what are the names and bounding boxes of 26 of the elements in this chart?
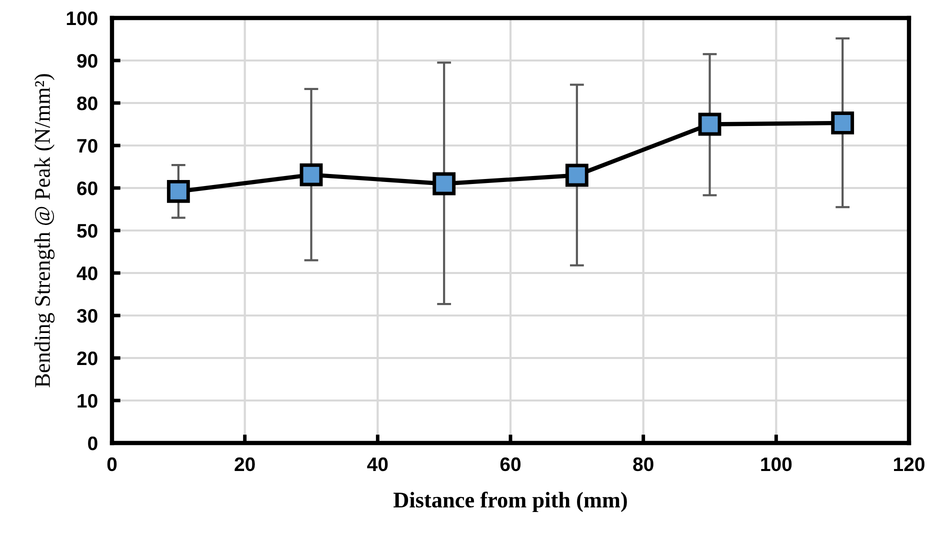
y-tick-label: 100 bbox=[66, 11, 98, 26]
point bbox=[565, 164, 588, 187]
point bbox=[831, 112, 854, 134]
y-tick-label: 10 bbox=[78, 394, 98, 408]
y-tick-label: 0 bbox=[88, 436, 98, 450]
y-tick-label: 30 bbox=[76, 308, 98, 323]
point bbox=[300, 163, 323, 186]
x-tick-label: 80 bbox=[633, 457, 654, 472]
x-tick-label: 60 bbox=[500, 457, 521, 472]
x-tick-label: 20 bbox=[234, 457, 255, 472]
y-tick-label: 80 bbox=[77, 96, 98, 110]
y-tick-label: 60 bbox=[77, 181, 98, 196]
y-tick-label: 90 bbox=[77, 54, 98, 68]
point bbox=[166, 180, 190, 203]
x-axis-title: Distance from pith (mm) bbox=[394, 492, 627, 512]
y-tick-label: 50 bbox=[77, 224, 98, 238]
y-axis-title: Bending Strength @ Peak (N/mm²) bbox=[34, 74, 55, 388]
y-tick-label: 40 bbox=[76, 266, 98, 280]
x-tick-label: 100 bbox=[761, 457, 792, 472]
y-tick-label: 20 bbox=[77, 351, 98, 366]
point bbox=[432, 172, 456, 196]
y-tick-label: 70 bbox=[77, 138, 98, 153]
point bbox=[698, 112, 722, 136]
x-tick-label: 0 bbox=[107, 457, 117, 472]
x-tick-label: 120 bbox=[894, 457, 924, 472]
x-tick-label: 40 bbox=[367, 457, 388, 472]
